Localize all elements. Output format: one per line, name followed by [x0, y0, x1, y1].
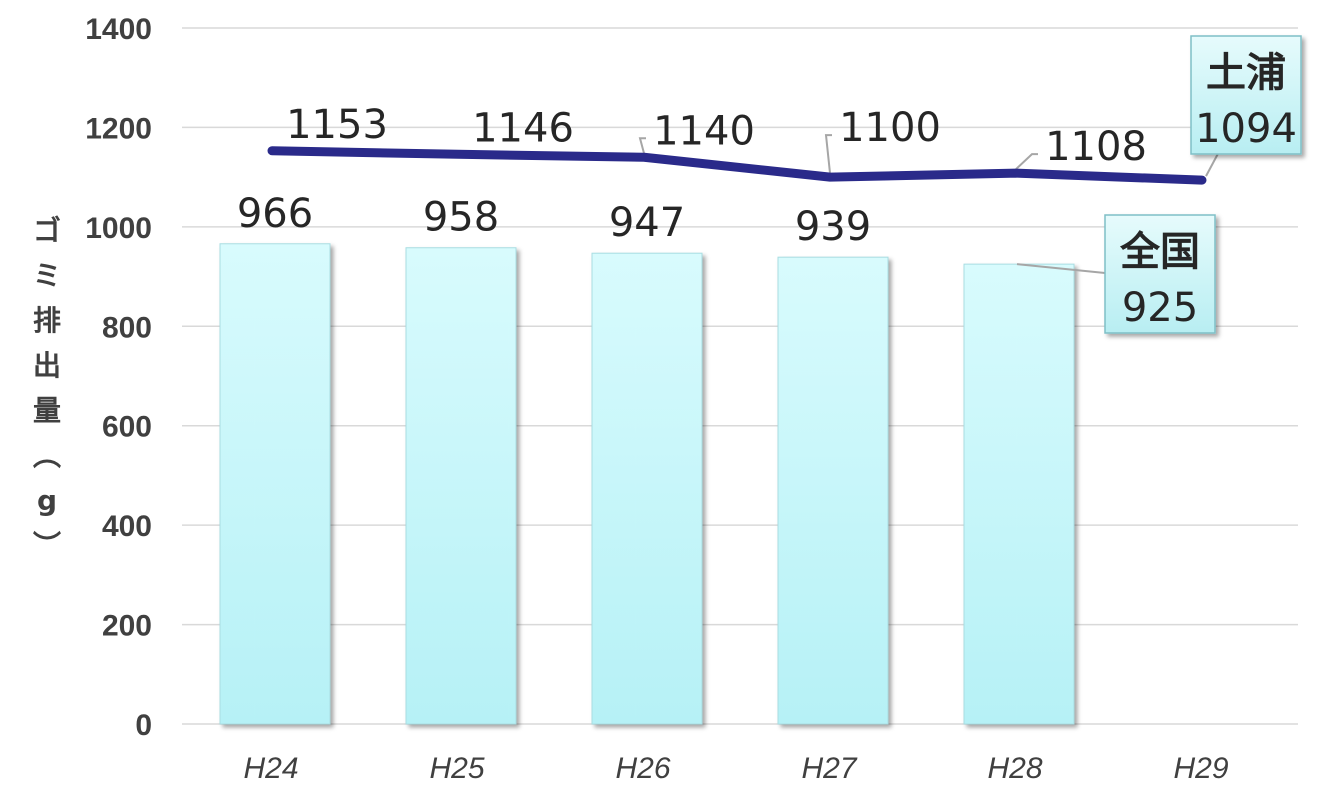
- bar: [963, 263, 1075, 725]
- x-tick-label: H25: [429, 752, 484, 785]
- callout-value: 925: [1122, 285, 1198, 331]
- gridlines: [182, 27, 1298, 725]
- y-tick-label: 1000: [85, 212, 152, 245]
- y-axis-ticks: 0 200 400 600 800 1000 1200 1400: [85, 13, 152, 742]
- leader-line: [1015, 153, 1038, 170]
- bar-data-label: 958: [423, 195, 499, 241]
- x-tick-label: H26: [615, 752, 670, 785]
- line-data-label: 1153: [286, 102, 388, 148]
- leader-line: [638, 137, 646, 154]
- y-tick-label: 400: [102, 510, 152, 543]
- y-axis-label-char: ︶: [33, 529, 61, 562]
- line-data-label: 1146: [472, 105, 574, 151]
- y-axis-label-char: 量: [33, 394, 61, 427]
- y-axis-label-char: 出: [33, 349, 61, 382]
- callout-series-name: 土浦: [1206, 50, 1286, 96]
- y-axis-label-char: ミ: [33, 259, 61, 292]
- line-series: [267, 146, 1207, 185]
- y-axis-label-char: g: [37, 484, 57, 517]
- bar-data-label: 947: [609, 200, 685, 246]
- callout-leader: [1016, 263, 1106, 274]
- x-tick-label: H27: [801, 752, 857, 785]
- callout-value: 1094: [1195, 106, 1297, 152]
- line-data-label: 1100: [839, 105, 941, 151]
- line-data-label: 1140: [653, 108, 755, 154]
- y-axis-label-char: ゴ: [33, 214, 61, 247]
- callout-box-tsuchiura: [1190, 35, 1302, 155]
- bar: [777, 256, 889, 725]
- y-tick-label: 200: [102, 610, 152, 643]
- bar: [405, 247, 517, 725]
- leader-lines: [638, 134, 1038, 174]
- leader-line: [824, 134, 832, 174]
- y-tick-label: 600: [102, 411, 152, 444]
- y-axis-label-char: ︵: [33, 439, 61, 472]
- bar-data-label: 966: [237, 191, 313, 237]
- y-tick-label: 1400: [85, 13, 152, 46]
- series-callouts: 土浦 1094 全国 925: [1016, 35, 1302, 334]
- y-tick-label: 1200: [85, 112, 152, 145]
- bar: [219, 243, 331, 725]
- line-data-label: 1108: [1045, 124, 1147, 170]
- line-data-labels: 1153 1146 1140 1100 1108: [286, 102, 1147, 170]
- callout-series-name: 全国: [1119, 229, 1200, 275]
- line-path: [267, 146, 1207, 185]
- x-tick-label: H24: [243, 752, 298, 785]
- y-tick-label: 0: [135, 709, 152, 742]
- bar-data-label: 939: [795, 204, 871, 250]
- bar-data-labels: 966 958 947 939: [237, 191, 871, 250]
- x-tick-label: H29: [1173, 752, 1228, 785]
- y-tick-label: 800: [102, 311, 152, 344]
- callout-box-national: [1104, 214, 1216, 334]
- bar-series: [219, 243, 1075, 725]
- bar: [591, 252, 703, 725]
- x-axis-ticks: H24 H25 H26 H27 H28 H29: [243, 752, 1228, 785]
- x-tick-label: H28: [987, 752, 1042, 785]
- y-axis-label-char: 排: [33, 304, 61, 337]
